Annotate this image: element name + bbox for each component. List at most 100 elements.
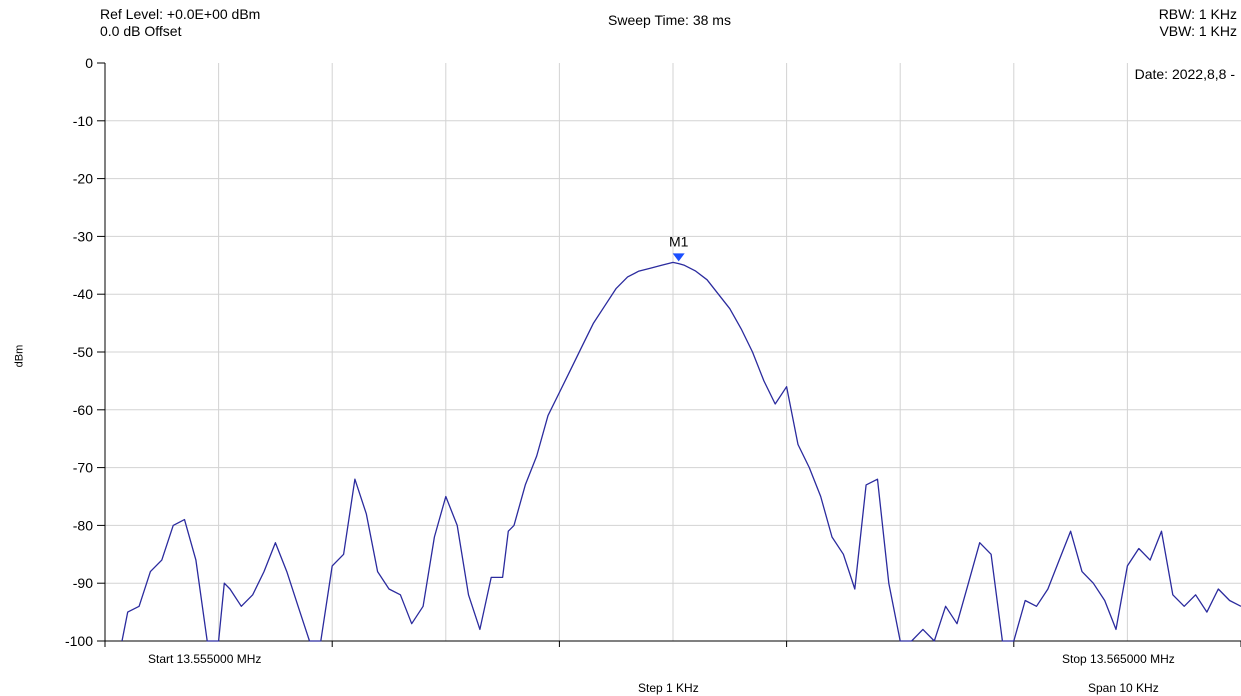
trace-point: [184, 519, 185, 520]
trace-point: [831, 536, 832, 537]
grid-lines: [105, 63, 1241, 641]
trace-point: [888, 583, 889, 584]
trace-point: [1172, 594, 1173, 595]
trace-point: [434, 536, 435, 537]
trace-point: [377, 571, 378, 572]
trace-point: [229, 588, 230, 589]
trace-point: [173, 525, 174, 526]
trace-point: [195, 560, 196, 561]
trace-point: [684, 265, 685, 266]
trace-point: [661, 265, 662, 266]
trace-point: [354, 479, 355, 480]
trace-point: [900, 640, 901, 641]
axes: 0 -10 -20 -30 -40 -50 -60 -70 -80 -90 -100: [65, 55, 1241, 649]
trace-point: [570, 369, 571, 370]
y-tick-label: -30: [73, 228, 93, 244]
trace-point: [139, 606, 140, 607]
trace-point: [991, 554, 992, 555]
trace-point: [582, 346, 583, 347]
trace-point: [298, 606, 299, 607]
y-tick-label: -60: [73, 402, 93, 418]
trace-point: [1036, 606, 1037, 607]
trace-point: [423, 606, 424, 607]
trace-point: [411, 623, 412, 624]
trace-point: [1150, 560, 1151, 561]
trace-point: [343, 554, 344, 555]
trace-point: [672, 262, 673, 263]
trace-point: [1115, 629, 1116, 630]
trace-point: [366, 513, 367, 514]
trace-point: [809, 467, 810, 468]
trace-point: [479, 629, 480, 630]
step-label: Step 1 KHz: [638, 681, 699, 695]
trace-point: [1081, 571, 1082, 572]
trace-point: [866, 484, 867, 485]
trace-point: [207, 640, 208, 641]
trace-point: [1127, 565, 1128, 566]
trace-point: [1218, 588, 1219, 589]
trace-point: [1104, 600, 1105, 601]
trace-point: [559, 392, 560, 393]
marker-triangle-icon[interactable]: [672, 253, 685, 262]
trace-point: [263, 571, 264, 572]
trace-point: [911, 640, 912, 641]
trace-point: [877, 479, 878, 480]
trace-point: [1002, 640, 1003, 641]
trace-point: [525, 484, 526, 485]
trace: [121, 261, 1241, 642]
trace-point: [224, 583, 225, 584]
trace-point: [275, 542, 276, 543]
trace-point: [945, 606, 946, 607]
trace-point: [638, 271, 639, 272]
trace-point: [616, 288, 617, 289]
trace-point: [332, 565, 333, 566]
y-tick-label: -20: [73, 171, 93, 187]
trace-point: [491, 577, 492, 578]
trace-point: [786, 386, 787, 387]
trace-point: [150, 571, 151, 572]
trace-point: [922, 629, 923, 630]
trace-point: [502, 577, 503, 578]
trace-point: [604, 305, 605, 306]
trace-point: [1093, 583, 1094, 584]
trace-point: [752, 351, 753, 352]
trace-point: [161, 560, 162, 561]
start-frequency-label: Start 13.555000 MHz: [148, 652, 262, 666]
trace-point: [820, 496, 821, 497]
trace-line: [121, 261, 1241, 642]
span-label: Span 10 KHz: [1088, 681, 1159, 695]
trace-point: [1229, 600, 1230, 601]
trace-point: [445, 496, 446, 497]
trace-point: [252, 594, 253, 595]
trace-point: [320, 640, 321, 641]
trace-point: [1161, 531, 1162, 532]
trace-point: [388, 588, 389, 589]
trace-point: [718, 294, 719, 295]
date-readout: Date: 2022,8,8 -: [1134, 66, 1235, 82]
rbw-readout: RBW: 1 KHz: [1158, 6, 1237, 22]
trace-point: [979, 542, 980, 543]
trace-point: [843, 554, 844, 555]
trace-point: [1070, 531, 1071, 532]
trace-point: [457, 525, 458, 526]
sweep-time-readout: Sweep Time: 38 ms: [608, 12, 731, 28]
trace-point: [775, 403, 776, 404]
trace-point: [1184, 606, 1185, 607]
trace-point: [729, 308, 730, 309]
trace-point: [508, 531, 509, 532]
marker: M1: [669, 233, 689, 262]
trace-point: [286, 571, 287, 572]
trace-point: [741, 328, 742, 329]
trace-point: [763, 380, 764, 381]
trace-point: [627, 276, 628, 277]
trace-point: [1013, 640, 1014, 641]
trace-point: [593, 323, 594, 324]
trace-point: [1059, 560, 1060, 561]
trace-point: [241, 606, 242, 607]
ref-level-readout: Ref Level: +0.0E+00 dBm: [100, 6, 261, 22]
y-tick-label: -90: [73, 575, 93, 591]
trace-point: [1206, 612, 1207, 613]
trace-point: [536, 455, 537, 456]
offset-readout: 0.0 dB Offset: [100, 23, 182, 39]
